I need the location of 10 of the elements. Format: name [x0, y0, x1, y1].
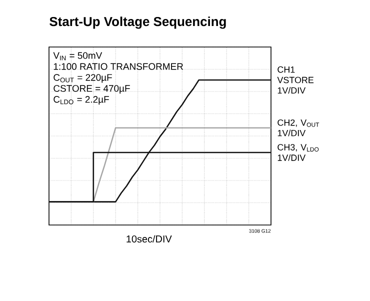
series-label: CH2, V$_{OUT}$ 1V/DIV: [278, 119, 320, 136]
x-axis-title: 10sec/DIV: [126, 235, 172, 243]
text: V$_{IN}$ = 50mV: [53, 52, 102, 60]
series-label: CH1 VSTORE 1V/DIV: [277, 66, 314, 94]
text: 1:100 RATIO TRANSFORMER: [54, 63, 184, 70]
chart-title: Start-Up Voltage Sequencing: [50, 16, 226, 29]
annotation: CSTORE = 470µF: [54, 85, 130, 94]
annotation: C$_{LDO}$ = 2.2µF: [54, 96, 109, 105]
series-label: CH3, V$_{LDO}$ 1V/DIV: [278, 144, 319, 161]
annotation: C$_{OUT}$ = 220µF: [54, 74, 112, 83]
